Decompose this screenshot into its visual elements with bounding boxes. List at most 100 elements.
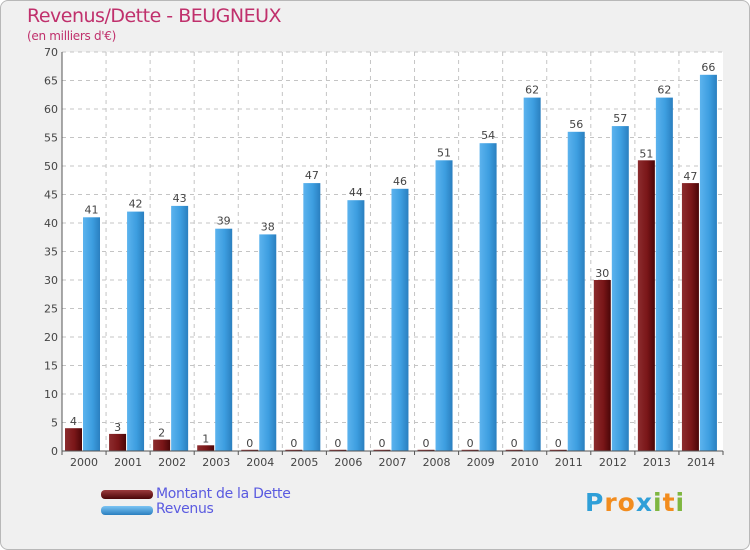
bar-revenus-2000 <box>83 217 100 451</box>
legend-label-revenus: Revenus <box>156 501 214 517</box>
x-tick-label-2008: 2008 <box>423 456 451 469</box>
x-tick-label-2011: 2011 <box>555 456 583 469</box>
data-label-dette-2008: 0 <box>423 437 430 450</box>
bar-revenus-2007 <box>391 188 409 452</box>
y-tick-label: 25 <box>44 303 58 316</box>
data-label-revenus-2014: 66 <box>701 61 715 74</box>
y-tick-label: 15 <box>44 360 58 373</box>
bar-revenus-2011 <box>567 131 585 452</box>
bar-dette-2005 <box>285 449 303 451</box>
y-tick-label: 40 <box>44 217 58 230</box>
data-label-revenus-2008: 51 <box>437 146 451 159</box>
x-tick-label-2014: 2014 <box>687 456 715 469</box>
legend-swatch-dette <box>101 490 153 499</box>
bar-dette-2004 <box>241 449 259 451</box>
data-label-revenus-2002: 43 <box>173 192 187 205</box>
data-label-dette-2002: 2 <box>158 427 165 440</box>
y-tick-label: 60 <box>44 103 58 116</box>
bar-dette-2014 <box>681 183 699 451</box>
y-tick-label: 35 <box>44 246 58 259</box>
x-tick-label-2007: 2007 <box>379 456 407 469</box>
chart-title: Revenus/Dette - BEUGNEUX <box>27 5 282 27</box>
bar-dette-2002 <box>153 439 171 451</box>
bar-revenus-2008 <box>435 160 453 452</box>
y-tick-label: 10 <box>44 388 58 401</box>
data-label-revenus-2009: 54 <box>481 129 495 142</box>
bar-dette-2006 <box>329 449 347 451</box>
y-tick-label: 5 <box>51 417 58 430</box>
data-label-revenus-2001: 42 <box>129 198 143 211</box>
logo-letter: r <box>604 488 618 517</box>
data-label-dette-2007: 0 <box>378 437 385 450</box>
bar-dette-2008 <box>417 449 435 451</box>
bar-revenus-2003 <box>215 228 233 451</box>
data-label-dette-2003: 1 <box>202 432 209 445</box>
x-tick-label-2002: 2002 <box>158 456 186 469</box>
bar-revenus-2006 <box>347 200 365 451</box>
bar-dette-2012 <box>593 280 611 451</box>
data-label-revenus-2006: 44 <box>349 186 363 199</box>
bar-dette-2003 <box>197 445 215 451</box>
y-tick-label: 20 <box>44 331 58 344</box>
legend-swatch-revenus <box>101 506 153 515</box>
data-label-dette-2010: 0 <box>511 437 518 450</box>
data-label-revenus-2005: 47 <box>305 169 319 182</box>
legend-label-dette: Montant de la Dette <box>156 486 291 502</box>
bar-dette-2013 <box>637 160 655 452</box>
logo-letter: x <box>635 488 653 517</box>
bar-revenus-2002 <box>171 205 189 451</box>
data-label-revenus-2010: 62 <box>525 84 539 97</box>
chart-subtitle: (en milliers d'€) <box>27 29 117 43</box>
y-tick-label: 45 <box>44 189 58 202</box>
data-label-dette-2001: 3 <box>114 421 121 434</box>
bar-revenus-2013 <box>655 97 673 451</box>
x-tick-label-2000: 2000 <box>70 456 98 469</box>
data-label-dette-2013: 51 <box>639 147 653 160</box>
bar-revenus-2009 <box>479 143 497 451</box>
bar-dette-2011 <box>549 449 567 451</box>
x-tick-label-2013: 2013 <box>643 456 671 469</box>
data-label-revenus-2000: 41 <box>85 203 99 216</box>
x-tick-label-2001: 2001 <box>114 456 142 469</box>
bar-revenus-2004 <box>259 234 277 451</box>
data-label-revenus-2011: 56 <box>569 118 583 131</box>
logo-letter: t <box>662 488 676 517</box>
bar-revenus-2001 <box>127 211 145 451</box>
data-label-dette-2012: 30 <box>595 267 609 280</box>
logo-letter: i <box>653 488 663 517</box>
data-label-dette-2005: 0 <box>290 437 297 450</box>
x-tick-label-2005: 2005 <box>290 456 318 469</box>
data-label-revenus-2013: 62 <box>657 84 671 97</box>
bar-dette-2009 <box>461 449 479 451</box>
y-tick-label: 50 <box>44 160 58 173</box>
data-label-dette-2004: 0 <box>246 437 253 450</box>
bar-revenus-2014 <box>699 74 717 452</box>
x-tick-label-2006: 2006 <box>334 456 362 469</box>
x-tick-label-2004: 2004 <box>246 456 274 469</box>
data-label-revenus-2003: 39 <box>217 215 231 228</box>
logo-letter: o <box>617 488 636 517</box>
data-label-revenus-2004: 38 <box>261 220 275 233</box>
proxiti-logo: Proxiti <box>585 488 685 517</box>
bar-dette-2000 <box>65 428 82 451</box>
x-tick-label-2003: 2003 <box>202 456 230 469</box>
data-label-dette-2011: 0 <box>555 437 562 450</box>
bar-dette-2007 <box>373 449 391 451</box>
y-tick-label: 70 <box>44 46 58 59</box>
bar-dette-2001 <box>109 433 127 451</box>
bar-revenus-2005 <box>303 183 321 451</box>
bar-revenus-2012 <box>611 126 629 451</box>
data-label-revenus-2012: 57 <box>613 112 627 125</box>
bar-dette-2010 <box>505 449 523 451</box>
data-label-dette-2009: 0 <box>467 437 474 450</box>
x-tick-label-2009: 2009 <box>467 456 495 469</box>
x-tick-label-2010: 2010 <box>511 456 539 469</box>
y-tick-label: 0 <box>51 445 58 458</box>
data-label-dette-2000: 4 <box>70 415 77 428</box>
x-tick-label-2012: 2012 <box>599 456 627 469</box>
logo-letter: P <box>585 488 605 517</box>
data-label-dette-2006: 0 <box>334 437 341 450</box>
bar-revenus-2010 <box>523 97 541 451</box>
